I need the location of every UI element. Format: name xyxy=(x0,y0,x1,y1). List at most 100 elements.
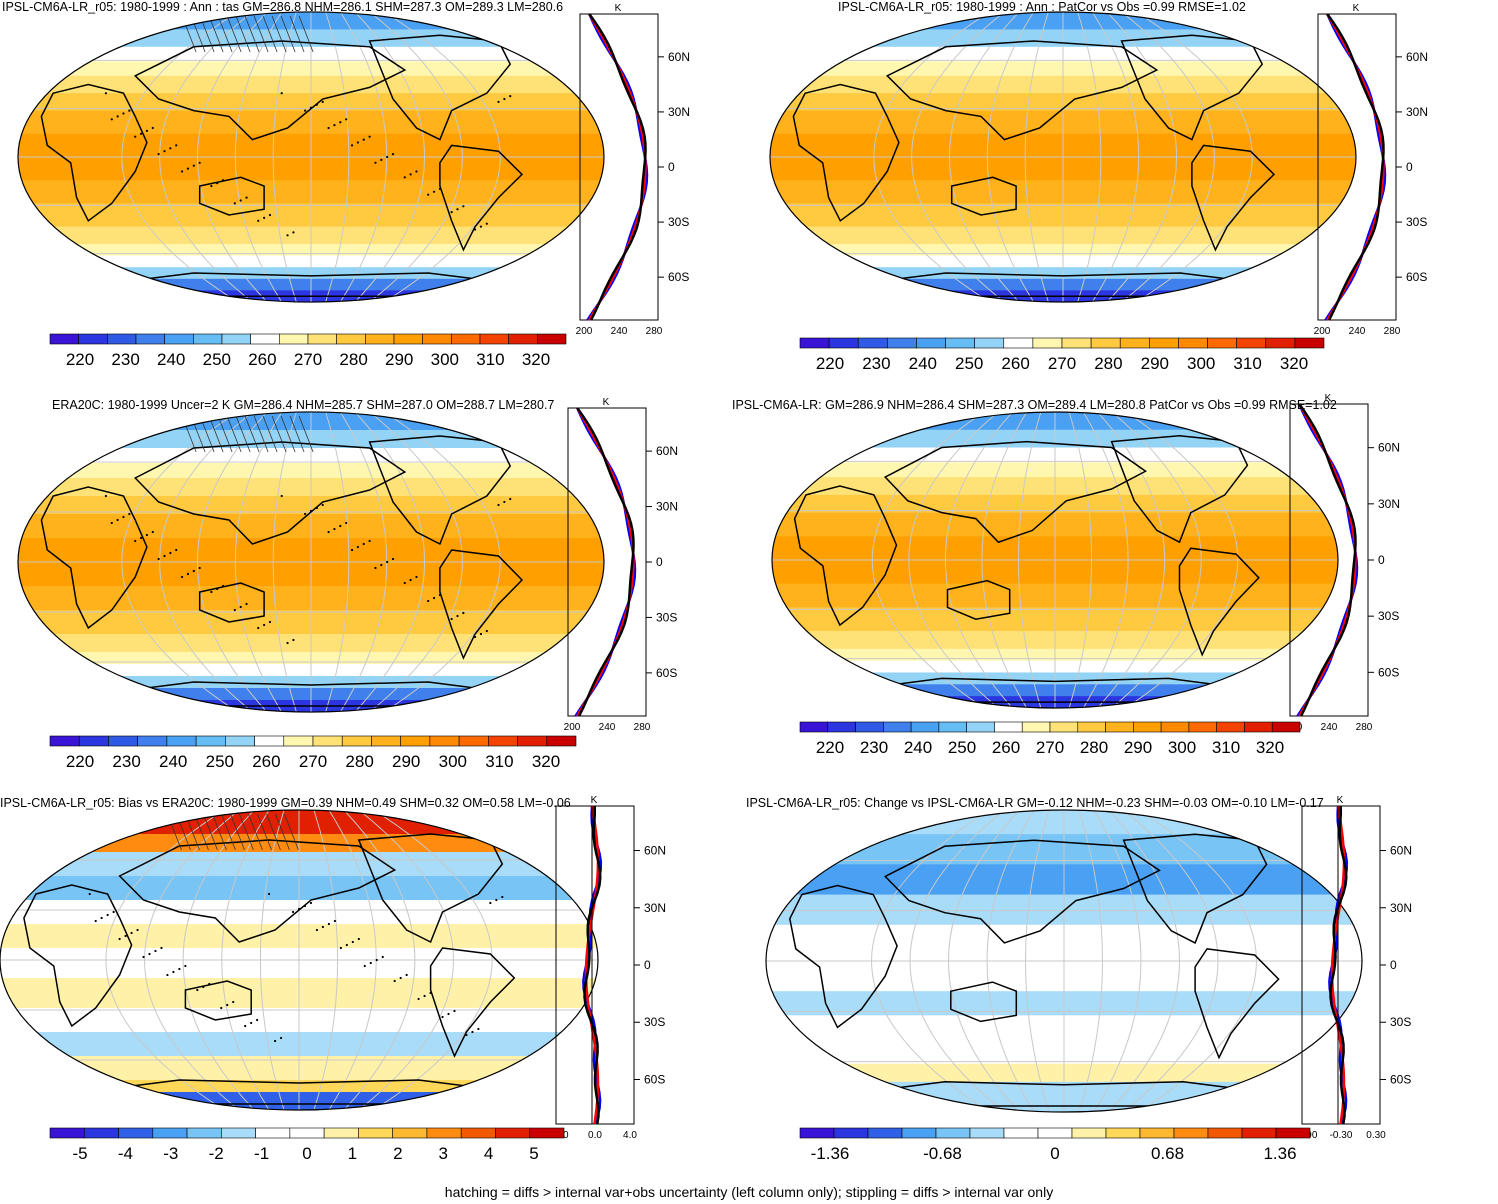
colorbar-swatch xyxy=(336,333,366,345)
coastline-africa xyxy=(40,486,148,630)
colorbar-swatch xyxy=(1236,337,1267,349)
stipple-dot xyxy=(501,895,504,899)
hatch-line xyxy=(181,15,197,53)
colorbar-swatch xyxy=(78,735,109,747)
panel-title: ERA20C: 1980-1999 Uncer=2 K GM=286.4 NHM… xyxy=(52,398,555,412)
stipple-dot xyxy=(104,92,107,95)
colorbar-swatch xyxy=(400,735,431,747)
map-band xyxy=(766,864,1362,896)
coastline-samerica xyxy=(1191,144,1276,252)
map-band xyxy=(0,810,598,835)
coastline-africa xyxy=(789,884,898,1029)
profile-line xyxy=(1329,805,1348,1125)
stipple-dot xyxy=(222,179,225,182)
stipple-dot xyxy=(405,973,408,977)
lon-gridline xyxy=(369,11,463,303)
profile-line xyxy=(582,805,603,1125)
map-band xyxy=(18,267,604,280)
stipple-dot xyxy=(257,219,260,222)
stipple-dot xyxy=(134,539,137,543)
stipple-dot xyxy=(145,533,149,537)
stipple-dot xyxy=(279,1036,283,1040)
colorbar-swatch xyxy=(193,333,223,345)
coastline-namerica xyxy=(1120,34,1264,141)
map-band xyxy=(770,110,1356,135)
map-band xyxy=(18,688,604,701)
hatch-line xyxy=(280,415,296,453)
lon-gridline xyxy=(1024,12,1049,302)
lon-gridline xyxy=(354,11,426,303)
lon-gridline xyxy=(1123,810,1219,1112)
stipple-dot xyxy=(186,167,190,170)
stipple-dot xyxy=(128,109,131,112)
map-band xyxy=(770,255,1356,269)
coastline-asia xyxy=(883,440,1148,544)
stipple-dot xyxy=(450,617,453,621)
stipple-dot xyxy=(473,635,477,639)
stipple-dot xyxy=(134,135,137,138)
map-band xyxy=(18,664,604,677)
colorbar-swatch xyxy=(49,735,80,747)
map-band xyxy=(772,462,1338,479)
stipple-dot xyxy=(479,225,483,228)
stipple-dot xyxy=(245,196,248,199)
profile-xtick: 280 xyxy=(1356,722,1373,733)
colorbar-swatch xyxy=(283,735,314,747)
hatch-line xyxy=(262,415,278,453)
colorbar-swatch xyxy=(910,721,940,733)
coastline-australia xyxy=(950,176,1017,216)
map-border xyxy=(769,11,1357,303)
map-border xyxy=(771,411,1339,709)
lon-gridline xyxy=(871,412,985,708)
profile-xtick: 200 xyxy=(564,722,581,733)
colorbar-swatch xyxy=(1133,721,1162,733)
stipple-dot xyxy=(226,1003,229,1007)
map-band xyxy=(18,29,604,48)
colorbar-swatch xyxy=(1021,721,1051,733)
stipple-dot xyxy=(280,494,283,498)
colorbar-swatch xyxy=(546,735,577,747)
stipple-dot xyxy=(380,563,383,567)
colorbar-swatch xyxy=(1105,721,1134,733)
lon-gridline xyxy=(986,810,1035,1112)
stipple-dot xyxy=(345,521,348,525)
lat-label: 30N xyxy=(668,105,690,119)
colorbar-swatch xyxy=(1173,1127,1209,1139)
colorbar-label: 300 xyxy=(1187,354,1215,373)
coastline-antarctica xyxy=(851,272,1275,297)
map-band xyxy=(18,496,604,515)
footer-note: hatching = diffs > internal var+obs unce… xyxy=(444,1184,1054,1200)
colorbar-swatch xyxy=(1071,1127,1107,1139)
lon-gridline xyxy=(1108,810,1180,1112)
map-band xyxy=(772,447,1338,464)
lon-gridline xyxy=(343,810,416,1110)
map-band xyxy=(18,634,604,653)
hatch-line xyxy=(235,15,251,53)
coastline-asia xyxy=(885,40,1159,141)
stipple-dot xyxy=(180,575,184,579)
colorbar-swatch xyxy=(1265,337,1296,349)
stipple-dot xyxy=(178,967,181,971)
stipple-dot xyxy=(427,193,430,196)
lon-gridline xyxy=(325,11,350,303)
hatch-line xyxy=(253,15,269,53)
map-band xyxy=(18,538,604,587)
lon-gridline xyxy=(948,12,1020,302)
profile-xtick: -4.0 xyxy=(551,1130,569,1141)
stipple-dot xyxy=(415,575,418,579)
lat-label: 30N xyxy=(1406,105,1428,119)
colorbar-swatch xyxy=(49,333,79,345)
lat-label: 30S xyxy=(668,215,689,229)
coastline-africa xyxy=(793,485,898,627)
lon-gridline xyxy=(1135,12,1253,302)
hatch-line xyxy=(235,415,251,453)
stipple-dot xyxy=(465,1033,468,1037)
map-band xyxy=(772,536,1338,585)
profile-frame xyxy=(1301,805,1381,1125)
colorbar-label: 230 xyxy=(862,354,890,373)
hatch-line xyxy=(208,415,224,453)
map-band xyxy=(772,477,1338,496)
